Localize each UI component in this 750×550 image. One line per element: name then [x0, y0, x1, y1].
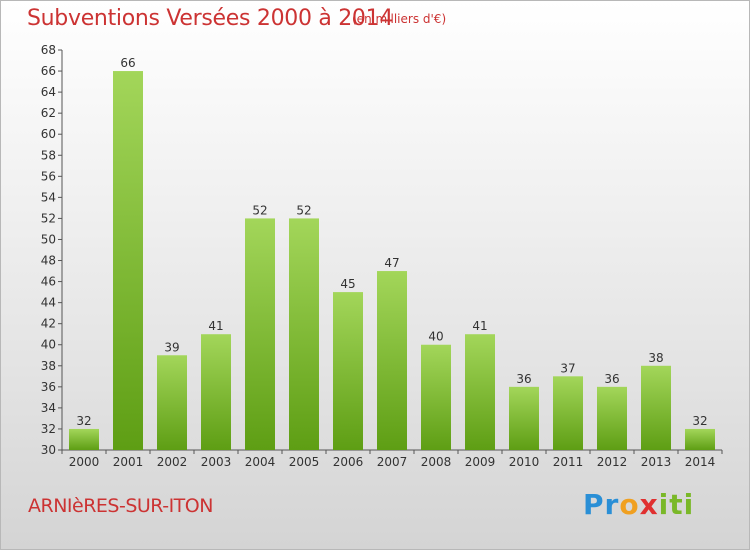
data-label: 32 [76, 414, 91, 428]
x-tick-label: 2005 [289, 455, 320, 469]
bar [201, 334, 231, 450]
bar [69, 428, 99, 450]
x-tick-label: 2003 [201, 455, 232, 469]
data-label: 52 [252, 203, 267, 217]
bar [553, 376, 583, 450]
x-tick-label: 2001 [113, 455, 144, 469]
data-label: 36 [516, 372, 531, 386]
x-tick-label: 2014 [685, 455, 716, 469]
data-label: 40 [428, 330, 443, 344]
data-label: 41 [208, 319, 223, 333]
chart-title: Subventions Versées 2000 à 2014 [27, 6, 394, 31]
data-label: 41 [472, 319, 487, 333]
y-tick-label: 50 [41, 232, 56, 246]
y-tick-label: 66 [41, 64, 56, 78]
bar [157, 355, 187, 450]
bar [509, 386, 539, 450]
data-label: 47 [384, 256, 399, 270]
y-tick-label: 34 [41, 401, 56, 415]
data-label: 36 [604, 372, 619, 386]
x-tick-label: 2007 [377, 455, 408, 469]
y-tick-label: 68 [41, 43, 56, 57]
y-tick-label: 38 [41, 359, 56, 373]
x-tick-label: 2011 [553, 455, 584, 469]
x-tick-label: 2013 [641, 455, 672, 469]
data-label: 39 [164, 340, 179, 354]
y-tick-label: 64 [41, 85, 56, 99]
bar [685, 428, 715, 450]
y-tick-label: 48 [41, 254, 56, 268]
commune-name: ARNIèRES-SUR-ITON [28, 495, 213, 517]
bar [465, 334, 495, 450]
bar [113, 71, 143, 450]
proxiti-logo[interactable]: Proxiti [583, 488, 695, 521]
y-tick-label: 54 [41, 190, 56, 204]
y-tick-label: 42 [41, 317, 56, 331]
data-label: 45 [340, 277, 355, 291]
data-label: 38 [648, 351, 663, 365]
bar [641, 365, 671, 450]
x-tick-label: 2004 [245, 455, 276, 469]
y-tick-label: 58 [41, 148, 56, 162]
y-tick-label: 44 [41, 296, 56, 310]
data-label: 66 [120, 56, 135, 70]
x-tick-label: 2010 [509, 455, 540, 469]
y-tick-label: 32 [41, 422, 56, 436]
y-tick-label: 30 [41, 443, 56, 457]
y-tick-label: 60 [41, 127, 56, 141]
y-tick-label: 62 [41, 106, 56, 120]
x-tick-label: 2000 [69, 455, 100, 469]
y-tick-label: 46 [41, 275, 56, 289]
bar [289, 218, 319, 450]
x-tick-label: 2002 [157, 455, 188, 469]
y-tick-label: 40 [41, 338, 56, 352]
bar [333, 292, 363, 450]
y-tick-label: 56 [41, 169, 56, 183]
bar [421, 344, 451, 450]
data-label: 32 [692, 414, 707, 428]
bar [597, 386, 627, 450]
x-tick-label: 2012 [597, 455, 628, 469]
bar [245, 218, 275, 450]
x-tick-label: 2008 [421, 455, 452, 469]
x-tick-label: 2006 [333, 455, 364, 469]
data-label: 52 [296, 203, 311, 217]
x-tick-label: 2009 [465, 455, 496, 469]
chart-subtitle: (en milliers d'€) [352, 12, 447, 26]
y-tick-label: 36 [41, 380, 56, 394]
y-tick-label: 52 [41, 211, 56, 225]
bar [377, 271, 407, 450]
data-label: 37 [560, 361, 575, 375]
